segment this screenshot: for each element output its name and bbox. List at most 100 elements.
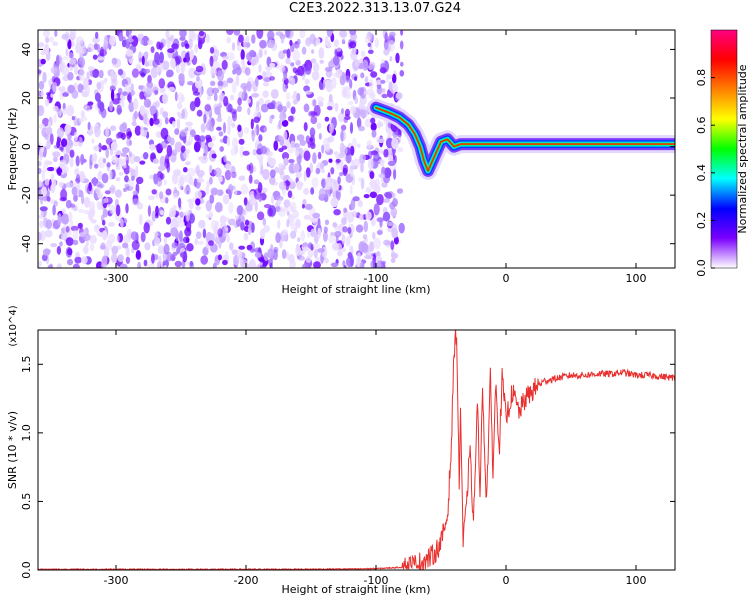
- noise-blob: [244, 67, 251, 76]
- noise-blob: [278, 181, 287, 191]
- noise-blob: [303, 122, 308, 132]
- noise-blob: [318, 47, 325, 59]
- noise-blob: [72, 229, 79, 240]
- noise-blob: [305, 255, 312, 264]
- noise-blob: [361, 242, 369, 253]
- noise-blob: [358, 125, 365, 132]
- noise-blob: [227, 52, 235, 61]
- noise-blob: [321, 144, 325, 154]
- noise-blob: [317, 217, 321, 229]
- noise-blob: [305, 167, 311, 178]
- noise-blob: [341, 35, 346, 44]
- noise-blob: [260, 145, 268, 155]
- noise-blob: [163, 235, 168, 245]
- noise-blob: [316, 122, 322, 129]
- noise-blob: [59, 146, 64, 151]
- noise-blob: [162, 93, 169, 105]
- noise-blob: [263, 127, 267, 133]
- noise-blob: [176, 118, 181, 130]
- noise-blob: [117, 68, 124, 76]
- noise-blob: [283, 130, 288, 141]
- noise-blob: [340, 130, 344, 142]
- noise-blob: [102, 158, 107, 164]
- noise-blob: [75, 42, 81, 54]
- noise-blob: [97, 192, 104, 200]
- noise-blob: [110, 70, 115, 78]
- noise-blob: [278, 119, 282, 130]
- noise-blob: [400, 30, 404, 36]
- noise-blob: [209, 164, 213, 174]
- noise-blob: [366, 255, 374, 260]
- noise-blob: [317, 101, 324, 107]
- noise-blob: [165, 251, 173, 262]
- noise-blob: [59, 197, 68, 202]
- noise-blob: [280, 36, 285, 44]
- noise-blob: [196, 109, 203, 117]
- noise-blob: [304, 78, 310, 85]
- noise-blob: [128, 167, 134, 173]
- noise-blob: [341, 247, 347, 252]
- noise-blob: [61, 213, 70, 225]
- noise-blob: [256, 211, 265, 221]
- noise-blob: [396, 188, 404, 194]
- noise-blob: [267, 248, 274, 259]
- noise-blob: [315, 37, 321, 46]
- noise-blob: [317, 227, 322, 239]
- noise-blob: [54, 30, 58, 37]
- noise-blob: [379, 67, 387, 74]
- noise-blob: [159, 51, 164, 64]
- noise-blob: [337, 112, 346, 123]
- spectrogram-frame: [37, 29, 676, 269]
- noise-blob: [196, 75, 200, 82]
- noise-blob: [102, 230, 108, 241]
- noise-blob: [369, 179, 377, 190]
- noise-blob: [126, 94, 131, 101]
- noise-blob: [46, 139, 51, 150]
- spectrogram-xlabel: Height of straight line (km): [281, 283, 430, 296]
- noise-blob: [376, 229, 383, 236]
- noise-blob: [145, 87, 153, 95]
- noise-blob: [38, 105, 45, 117]
- colorbar-gradient: [710, 29, 738, 269]
- noise-blob: [163, 179, 168, 186]
- noise-blob: [124, 83, 129, 94]
- noise-blob: [156, 41, 162, 50]
- noise-blob: [200, 155, 208, 164]
- noise-blob: [270, 114, 275, 120]
- noise-blob: [305, 64, 312, 75]
- snr-x-axis: -300 -200 -100 0 100: [104, 330, 647, 587]
- noise-blob: [370, 260, 377, 268]
- noise-blob: [65, 48, 69, 57]
- noise-blob: [319, 162, 325, 170]
- noise-blob: [391, 250, 395, 257]
- noise-blob: [38, 231, 42, 241]
- noise-blob: [247, 107, 251, 116]
- noise-blob: [177, 197, 182, 208]
- noise-blob: [299, 30, 306, 39]
- noise-blob: [94, 163, 99, 169]
- noise-blob: [274, 166, 280, 174]
- noise-blob: [143, 98, 151, 108]
- noise-blob: [262, 70, 266, 80]
- noise-blob: [217, 70, 224, 82]
- noise-blob: [161, 60, 170, 71]
- noise-blob: [383, 167, 392, 179]
- noise-blob: [75, 173, 81, 184]
- noise-blob: [62, 108, 68, 115]
- noise-blob: [262, 90, 269, 98]
- noise-blob: [305, 135, 311, 144]
- noise-blob: [387, 227, 395, 233]
- noise-blob: [273, 140, 279, 151]
- noise-blob: [128, 151, 132, 158]
- noise-blob: [243, 197, 248, 206]
- noise-blob: [125, 256, 131, 264]
- noise-blob: [87, 101, 94, 106]
- noise-blob: [177, 178, 184, 190]
- noise-blob: [185, 185, 190, 192]
- noise-blob: [398, 222, 405, 234]
- noise-blob: [335, 158, 341, 163]
- noise-blob: [317, 151, 322, 160]
- noise-blob: [131, 248, 135, 254]
- noise-blob: [231, 249, 238, 255]
- noise-blob: [68, 52, 74, 59]
